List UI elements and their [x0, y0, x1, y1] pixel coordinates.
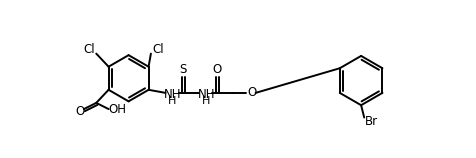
- Text: NH: NH: [163, 88, 181, 101]
- Text: S: S: [179, 63, 187, 76]
- Text: O: O: [75, 105, 85, 118]
- Text: O: O: [247, 86, 256, 99]
- Text: Br: Br: [365, 115, 377, 128]
- Text: Cl: Cl: [83, 43, 95, 56]
- Text: Cl: Cl: [152, 43, 164, 56]
- Text: NH: NH: [197, 88, 215, 101]
- Text: H: H: [202, 96, 210, 106]
- Text: H: H: [168, 96, 176, 106]
- Text: O: O: [212, 63, 221, 76]
- Text: OH: OH: [108, 103, 126, 116]
